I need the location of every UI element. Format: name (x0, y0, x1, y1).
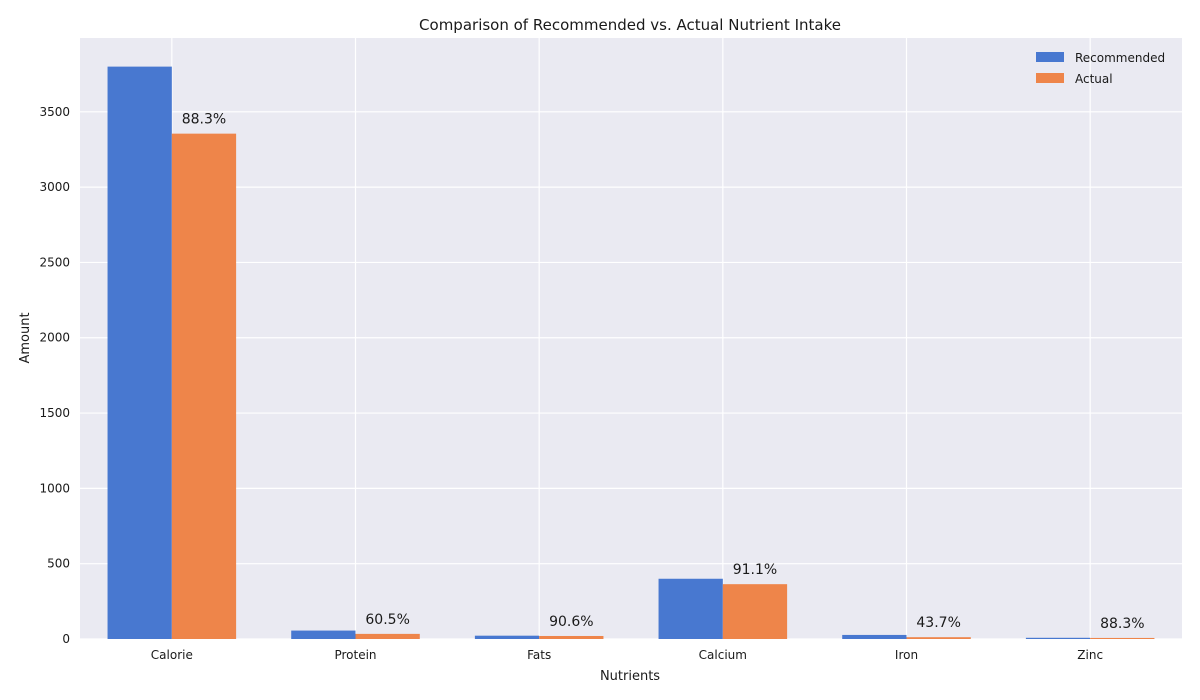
legend-swatch-actual (1036, 73, 1064, 83)
percent-label: 60.5% (365, 612, 409, 628)
y-tick-label: 0 (62, 632, 70, 646)
y-tick-label: 500 (47, 557, 70, 571)
y-tick-label: 3500 (39, 105, 70, 119)
bar-actual-iron (906, 637, 971, 639)
percent-label: 43.7% (916, 615, 960, 631)
x-tick-label: Calcium (699, 648, 747, 662)
y-tick-label: 1500 (39, 406, 70, 420)
chart-title: Comparison of Recommended vs. Actual Nut… (419, 16, 841, 34)
bar-actual-protein (355, 633, 420, 639)
y-tick-label: 1000 (39, 481, 70, 495)
bar-actual-calcium (722, 584, 788, 639)
bar-recommended-protein (291, 630, 356, 639)
y-tick-label: 3000 (39, 180, 70, 194)
bar-recommended-calorie (107, 66, 172, 640)
y-tick-label: 2000 (39, 331, 70, 345)
bar-recommended-iron (842, 634, 907, 639)
bar-actual-fats (539, 635, 604, 639)
x-tick-label: Calorie (151, 648, 193, 662)
bar-actual-zinc (1090, 637, 1155, 639)
x-tick-label: Protein (334, 648, 376, 662)
bar-actual-calorie (171, 133, 237, 639)
y-axis-label: Amount (18, 312, 33, 363)
plot-area (80, 38, 1182, 639)
y-tick-label: 2500 (39, 255, 70, 269)
legend-label-recommended: Recommended (1075, 51, 1165, 65)
bar-recommended-calcium (658, 578, 723, 639)
chart-legend: Recommended Actual (1036, 51, 1165, 86)
x-tick-label: Fats (527, 648, 551, 662)
percent-label: 88.3% (1100, 616, 1144, 632)
percent-label: 88.3% (182, 112, 226, 128)
bar-recommended-zinc (1025, 637, 1091, 639)
x-tick-label: Zinc (1077, 648, 1103, 662)
percent-label: 91.1% (733, 562, 777, 578)
legend-swatch-recommended (1036, 52, 1064, 62)
bar-recommended-fats (474, 635, 540, 639)
percent-label: 90.6% (549, 614, 593, 630)
x-tick-label: Iron (895, 648, 918, 662)
legend-label-actual: Actual (1075, 72, 1113, 86)
x-axis-label: Nutrients (600, 669, 660, 684)
